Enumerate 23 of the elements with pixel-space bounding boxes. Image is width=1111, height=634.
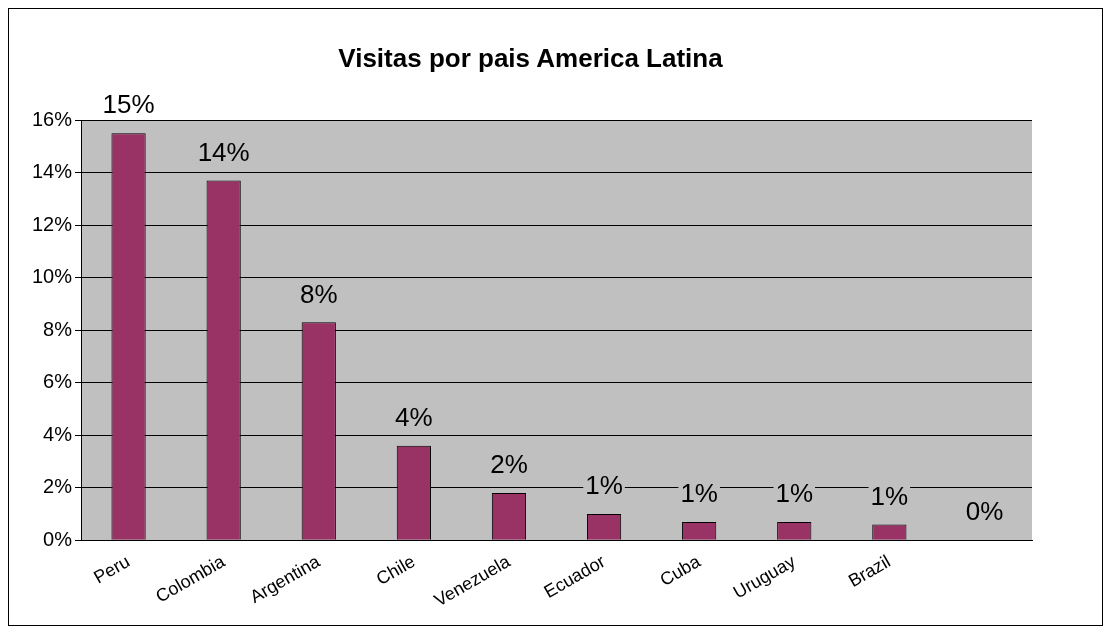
y-tick-label: 2% (43, 475, 73, 498)
chart-title: Visitas por pais America Latina (338, 42, 724, 73)
data-label: 2% (490, 449, 528, 480)
x-tick-label: Chile (372, 551, 419, 589)
data-label: 0% (965, 496, 1004, 527)
y-tick-label: 10% (32, 265, 73, 288)
y-tick-label: 0% (43, 527, 73, 550)
x-tick-label: Cuba (656, 551, 704, 590)
data-label: 1% (870, 480, 909, 511)
y-tick-label: 12% (32, 212, 73, 235)
data-label: 1% (680, 478, 718, 509)
y-tick-label: 6% (43, 370, 73, 393)
y-tick-label: 14% (32, 160, 73, 183)
x-tick-label: Peru (90, 551, 134, 588)
data-label: 4% (395, 401, 433, 432)
data-label: 15% (102, 89, 155, 120)
y-tick-label: 4% (43, 422, 73, 445)
data-label: 14% (197, 136, 250, 167)
y-tick-label: 16% (32, 107, 73, 130)
y-tick-label: 8% (43, 317, 73, 340)
data-label: 1% (775, 478, 814, 509)
data-label: 8% (299, 278, 338, 309)
data-label: 1% (585, 470, 623, 501)
